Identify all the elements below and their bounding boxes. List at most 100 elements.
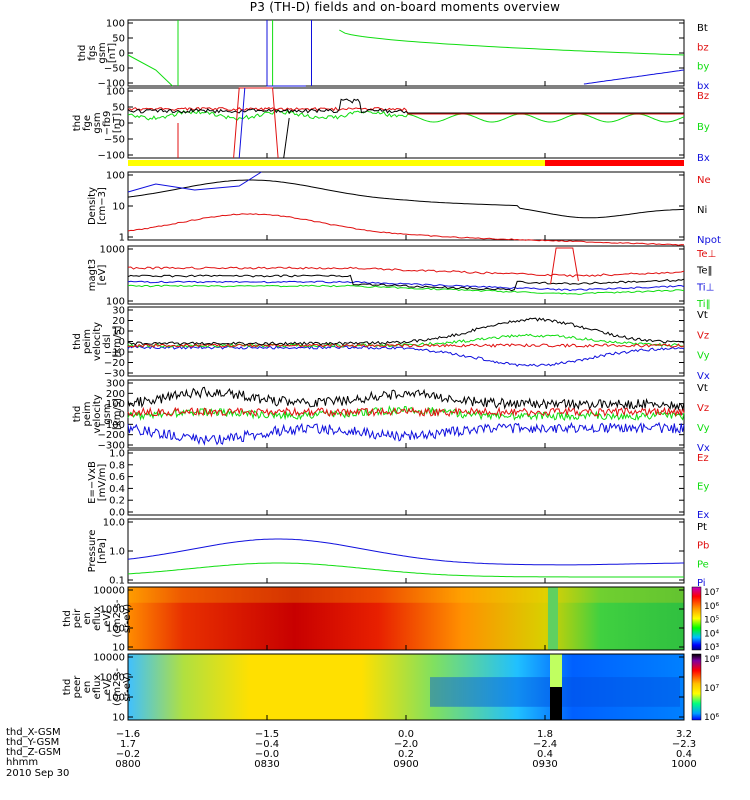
footer-value: 0.4	[676, 749, 692, 760]
panel-efield-ytick-label: 0.4	[109, 484, 125, 495]
panel-fge-ytick-label: −50	[104, 135, 125, 146]
panel-fge-ylabel: gsm	[92, 112, 103, 133]
series-peim-vt	[127, 386, 685, 411]
panel-efield-frame	[127, 449, 685, 516]
panel-peer-ylabel: thd	[62, 679, 73, 696]
panel-peem-ytick-label: 20	[112, 316, 125, 327]
panel-peir-ytick-label: 1000	[100, 605, 125, 616]
panel-pressure-legend-Pb: Pb	[697, 541, 709, 552]
panel-density-legend-Npot: Npot	[697, 235, 721, 246]
panel-peir-colorbar-label: 10⁶	[704, 602, 719, 612]
panel-peer-colorbar	[691, 653, 702, 721]
panel-fge-ylabel: −fb9	[102, 111, 113, 136]
panel-peim-ylabel: gsm	[102, 403, 113, 424]
footer-value: 0.0	[398, 729, 414, 740]
footer-value: −0.4	[255, 739, 279, 750]
panel-peer-ytick-label: 10000	[93, 653, 125, 664]
series-density-npot	[127, 171, 262, 193]
panel-peer-gap	[550, 687, 562, 720]
panel-peir-ylabel: peir	[72, 608, 83, 628]
series-fge-spike2	[233, 87, 279, 159]
panel-efield-legend-Ez: Ez	[697, 453, 709, 464]
panel-peir-ytick-label: 10	[112, 643, 125, 654]
orbit-bar-red	[545, 160, 684, 166]
panel-temp-legend-Ti⊥: Ti⊥	[696, 282, 714, 293]
panel-fge-ytick-label: 100	[106, 87, 125, 98]
panel-peir-colorbar-label: 10⁴	[704, 629, 719, 639]
footer-value: −2.0	[394, 739, 418, 750]
panel-peem-ytick-label: −20	[104, 358, 125, 369]
panel-temp-legend-Ti‖: Ti‖	[696, 299, 711, 310]
panel-peem-ytick-label: −30	[104, 369, 125, 380]
panel-efield-legend-Ex: Ex	[697, 510, 709, 521]
panel-peer-ylabel: eV/	[102, 678, 113, 695]
footer-value: 0830	[254, 759, 279, 770]
footer-value: 3.2	[676, 729, 692, 740]
panel-peir-colorbar-label: 10⁷	[704, 588, 719, 598]
footer-value: 1.8	[537, 729, 553, 740]
panel-efield-ytick-label: 1.0	[109, 449, 125, 460]
panel-peer-colorbar-label: 10⁷	[704, 684, 719, 694]
panel-peir-ytick-label: 10000	[93, 586, 125, 597]
panel-density-frame	[127, 171, 685, 241]
panel-efield-ytick-label: 0.6	[109, 472, 125, 483]
panel-efield-ylabel: E=−VxB	[87, 461, 98, 504]
panel-peem-legend-Vz: Vz	[697, 330, 709, 341]
panel-peer-ylabel: en	[82, 681, 93, 694]
panel-fgs-ytick-label: 100	[106, 19, 125, 30]
panel-pressure-ylabel: [nPa]	[97, 538, 108, 564]
footer-label-z: thd_Z-GSM	[6, 747, 61, 758]
panel-density-ylabel: Density	[87, 187, 98, 225]
series-peim-vx	[127, 421, 685, 446]
panel-peir-ylabel: thd	[62, 610, 73, 627]
series-fgs-bx-down	[266, 20, 306, 87]
panel-peim-ytick-label: −300	[98, 441, 125, 452]
panel-peim-ylabel: thd	[72, 406, 83, 423]
panel-fgs-frame	[127, 19, 685, 87]
panel-fgs-ytick-label: −100	[98, 79, 125, 90]
panel-fge-ylabel: fge	[82, 115, 93, 131]
panel-peem-ylabel: peim	[82, 329, 93, 354]
panel-peir-ylabel: eV/	[102, 610, 113, 627]
panel-peer-colorbar-label: 10⁶	[704, 713, 719, 723]
panel-peem-ytick-label: 10	[112, 327, 125, 338]
panel-peir-ylabel: sr-eV)	[122, 604, 133, 633]
panel-peer-ylabel: peer	[72, 675, 83, 699]
panel-temp-frame	[127, 245, 685, 305]
panel-fgs-ylabel: fgs	[87, 45, 98, 60]
panel-peer-ylabel: eflux	[92, 675, 103, 700]
panel-density-ytick-label: 1	[119, 233, 125, 244]
panel-peem-ytick-label: 0	[119, 337, 125, 348]
panel-fge-ylabel: thd	[72, 115, 83, 132]
panel-pressure-legend-Pe: Pe	[697, 559, 709, 570]
panel-peim-legend-Vx: Vx	[697, 443, 710, 454]
panel-fgs-legend-bz: bz	[697, 42, 709, 53]
panel-peem-legend-Vt: Vt	[697, 310, 708, 321]
series-fge-bt	[127, 98, 684, 114]
panel-density-legend-Ne: Ne	[697, 175, 711, 186]
panel-efield-legend-Ey: Ey	[697, 482, 709, 493]
panel-fgs-ytick-label: 50	[112, 34, 125, 45]
series-fge-spike4	[283, 117, 290, 159]
panel-pressure-ytick-label: 1.0	[109, 547, 125, 558]
footer-value: −1.6	[116, 729, 140, 740]
panel-peir-colorbar-label: 10⁵	[704, 616, 719, 626]
footer-value: −2.3	[672, 739, 696, 750]
panel-peem-ylabel: dsl	[102, 334, 113, 348]
series-density-ni	[127, 179, 685, 219]
footer-value: −0.2	[116, 749, 140, 760]
series-peim-vz	[127, 406, 685, 418]
panel-fge-ytick-label: −100	[98, 151, 125, 162]
panel-peer-ytick-label: 10	[112, 713, 125, 724]
panel-peer-ytick-label: 100	[106, 693, 125, 704]
series-pressure-pi	[127, 538, 684, 566]
orbit-bar-yellow	[128, 160, 545, 166]
panel-fgs-ylabel: thd	[77, 45, 88, 62]
panel-fge-legend-By: By	[697, 122, 710, 133]
panel-efield-ytick-label: 0.2	[109, 496, 125, 507]
date-label: 2010 Sep 30	[6, 768, 70, 779]
series-temp-teperp	[127, 266, 685, 278]
panel-temp-ylabel: magt3	[87, 259, 98, 292]
panel-peim-legend-Vz: Vz	[697, 403, 709, 414]
panel-peer-colorbar-label: 10⁸	[704, 655, 719, 665]
